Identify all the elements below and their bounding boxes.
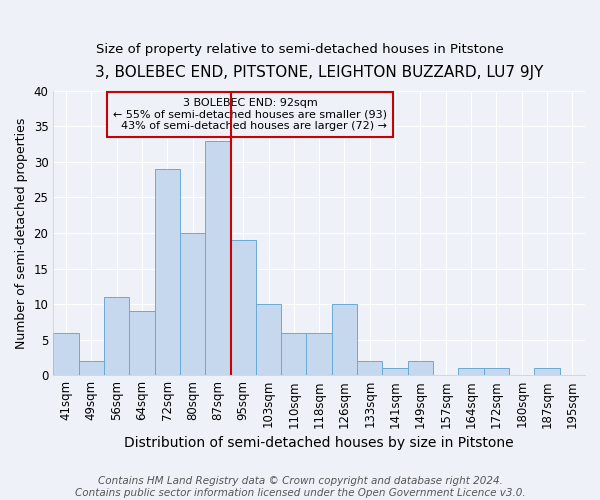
Bar [307,332,332,375]
Y-axis label: Number of semi-detached properties: Number of semi-detached properties [15,118,28,348]
Bar [484,368,509,375]
Text: Size of property relative to semi-detached houses in Pitstone: Size of property relative to semi-detach… [96,42,504,56]
Bar [256,304,281,375]
Text: 3 BOLEBEC END: 92sqm
← 55% of semi-detached houses are smaller (93)
  43% of sem: 3 BOLEBEC END: 92sqm ← 55% of semi-detac… [113,98,387,131]
Bar [281,332,307,375]
Text: Contains HM Land Registry data © Crown copyright and database right 2024.
Contai: Contains HM Land Registry data © Crown c… [74,476,526,498]
Bar [535,368,560,375]
Bar [180,233,205,375]
Bar [458,368,484,375]
Bar [155,169,180,375]
Bar [53,332,79,375]
Bar [129,311,155,375]
X-axis label: Distribution of semi-detached houses by size in Pitstone: Distribution of semi-detached houses by … [124,436,514,450]
Bar [104,297,129,375]
Title: 3, BOLEBEC END, PITSTONE, LEIGHTON BUZZARD, LU7 9JY: 3, BOLEBEC END, PITSTONE, LEIGHTON BUZZA… [95,65,544,80]
Bar [205,140,230,375]
Bar [332,304,357,375]
Bar [79,361,104,375]
Bar [408,361,433,375]
Bar [382,368,408,375]
Bar [230,240,256,375]
Bar [357,361,382,375]
